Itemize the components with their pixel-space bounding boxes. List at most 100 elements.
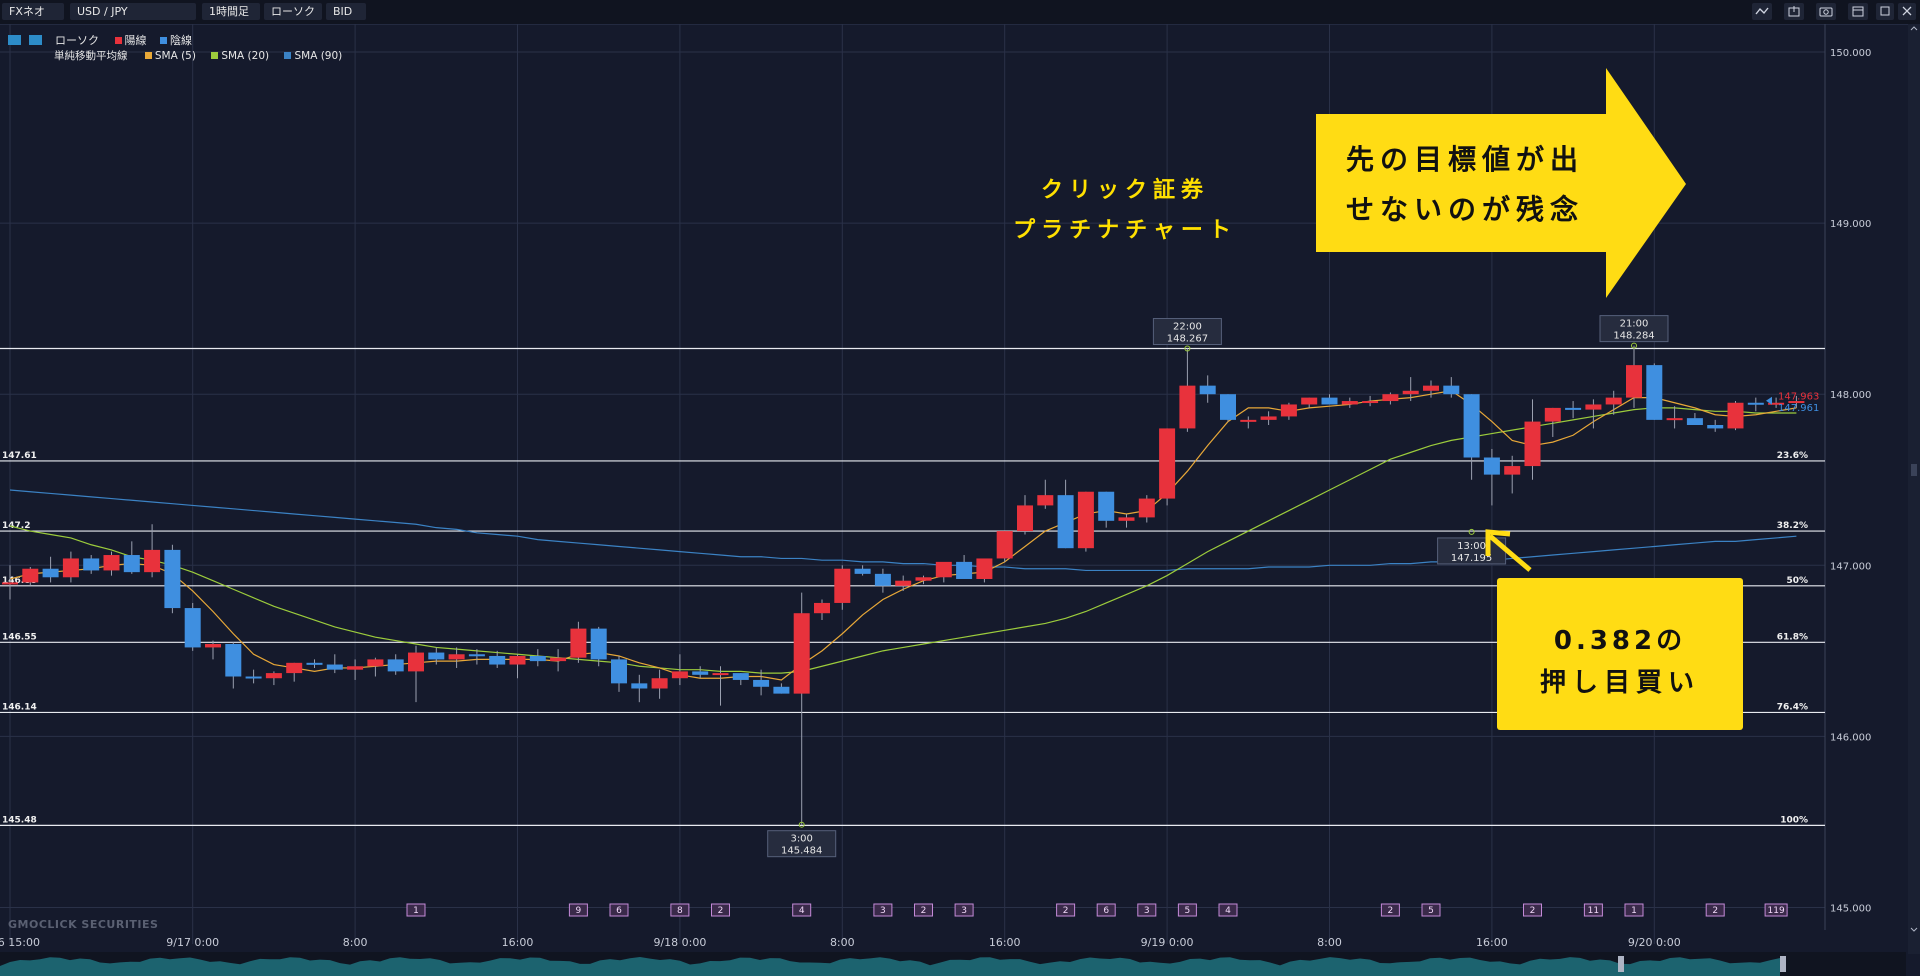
y-tick-label: 146.000 — [1830, 732, 1871, 743]
candle-up — [1544, 407, 1561, 422]
timeframe-selector[interactable]: 1時間足 — [202, 3, 260, 20]
sma-legend: 単純移動平均線 SMA (5) SMA (20) SMA (90) — [54, 48, 342, 63]
fib-percent-label: 50% — [1786, 576, 1808, 586]
current-bid-label: 147.963 — [1778, 392, 1819, 403]
annotation-box: 0.382の 押し目買い — [1497, 578, 1743, 730]
fib-percent-label: 23.6% — [1777, 451, 1808, 461]
vertical-scrollbar[interactable] — [1908, 24, 1920, 954]
candle-up — [1179, 385, 1196, 429]
sma5-label: SMA (5) — [154, 50, 196, 62]
broker-label: FXネオ — [9, 5, 45, 18]
y-tick-label: 150.000 — [1830, 48, 1871, 59]
candle-down — [529, 655, 546, 662]
event-marker-label: 2 — [1063, 906, 1069, 916]
candle-down — [1463, 394, 1480, 458]
candle-up — [1524, 421, 1541, 467]
event-marker-label: 9 — [576, 906, 582, 916]
annotation-arrow — [1316, 68, 1686, 298]
event-marker — [670, 903, 690, 917]
indicator-icon[interactable] — [1752, 3, 1772, 20]
candle-up — [1504, 466, 1521, 475]
candle-down — [428, 652, 445, 660]
y-tick-label: 148.000 — [1830, 390, 1871, 401]
candle-down — [1199, 385, 1216, 395]
candle-up — [1423, 385, 1439, 391]
fib-percent-label: 38.2% — [1777, 521, 1808, 531]
navigator-volume-area — [0, 957, 1780, 976]
candle-up — [286, 662, 303, 674]
window-icon[interactable] — [1848, 3, 1868, 20]
export-icon[interactable] — [1784, 3, 1804, 20]
price-chart[interactable]: 145.000 146.000 147.000 148.000 149.000 150.0… — [0, 24, 1906, 976]
currency-pair-selector[interactable]: USD / JPY — [70, 3, 196, 20]
event-marker-label: 4 — [1225, 906, 1231, 916]
candle-up — [509, 655, 526, 665]
event-marker — [609, 903, 629, 917]
candle-down — [956, 561, 973, 579]
maximize-icon[interactable] — [1876, 3, 1894, 20]
down-swatch — [160, 37, 167, 44]
fib-price-label: 146.14 — [2, 702, 37, 712]
extreme-label-time: 21:00 — [1620, 319, 1649, 330]
fib-price-label: 147.2 — [2, 521, 30, 531]
event-marker — [1705, 903, 1725, 917]
candle-down — [1098, 491, 1115, 521]
candle-up — [1159, 428, 1176, 499]
close-icon[interactable] — [1898, 3, 1916, 20]
candle-down — [1707, 424, 1724, 429]
annotation-box-line2: 押し目買い — [1539, 668, 1700, 698]
legend-expand-icon[interactable] — [28, 35, 42, 45]
broker-selector[interactable]: FXネオ — [2, 3, 64, 20]
annotation-arrow-line2: せないのが残念 — [1345, 193, 1584, 226]
candle-up — [1402, 390, 1419, 395]
sma20-label: SMA (20) — [221, 50, 270, 62]
price-side-selector[interactable]: BID — [326, 3, 366, 20]
navigator-handle-right — [1780, 956, 1786, 972]
x-tick-label: 16:00 — [502, 936, 534, 949]
event-marker — [1764, 903, 1788, 917]
annotation-pointer-arrow — [1485, 529, 1532, 572]
candle-up — [1666, 418, 1683, 421]
x-tick-label: 8:00 — [343, 936, 368, 949]
candle-up — [996, 531, 1013, 559]
event-marker — [711, 903, 730, 917]
candle-down — [1686, 418, 1703, 425]
candle-up — [347, 666, 364, 670]
candle-down — [1443, 385, 1460, 395]
candle-down — [42, 568, 59, 578]
event-marker — [568, 903, 588, 917]
event-marker — [406, 903, 426, 917]
event-marker-label: 6 — [1103, 906, 1109, 916]
extreme-label-time: 22:00 — [1173, 322, 1202, 333]
candle-up — [1605, 397, 1622, 405]
candle-down — [326, 664, 343, 670]
candle-up — [915, 577, 932, 581]
fib-percent-label: 61.8% — [1777, 632, 1808, 642]
y-tick-label: 149.000 — [1830, 219, 1871, 230]
candle-up — [1260, 416, 1277, 420]
camera-icon[interactable] — [1816, 3, 1836, 20]
chart-type-selector[interactable]: ローソク — [264, 3, 322, 20]
candle-up — [935, 561, 952, 578]
candle-up — [834, 568, 851, 603]
event-marker-label: 6 — [616, 906, 622, 916]
x-tick-label: 8:00 — [1317, 936, 1342, 949]
candle-up — [408, 652, 424, 672]
candle-down — [1220, 394, 1236, 420]
extreme-label-price: 148.284 — [1613, 331, 1654, 342]
candle-down — [1747, 402, 1764, 405]
candle-up — [367, 659, 384, 667]
legend-toggle-icon[interactable] — [8, 35, 21, 45]
candle-down — [164, 549, 181, 609]
candle-down — [773, 686, 790, 694]
x-tick-label: 16:00 — [989, 936, 1021, 949]
candle-down — [225, 644, 242, 677]
candle-down — [753, 679, 770, 687]
extreme-label-time: 13:00 — [1457, 541, 1486, 552]
legend-candle-label: ローソク — [55, 34, 99, 47]
legend-up-label: 陽線 — [124, 34, 147, 47]
legend-down-label: 陰線 — [170, 34, 192, 47]
fib-price-label: 146.88 — [2, 576, 37, 586]
candle-up — [1362, 401, 1379, 404]
extreme-marker — [1468, 528, 1475, 535]
